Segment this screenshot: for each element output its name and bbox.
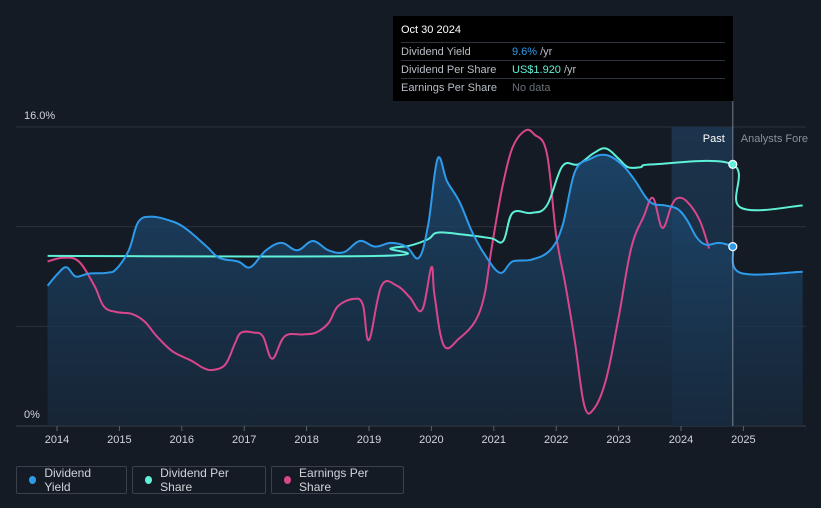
tooltip-label: Dividend Yield	[401, 45, 471, 58]
past-label: Past	[703, 133, 725, 145]
tooltip-label: Earnings Per Share	[401, 81, 497, 94]
x-tick-label: 2014	[45, 434, 69, 446]
dividend-per-share-marker	[728, 159, 738, 169]
tooltip-date: Oct 30 2024	[401, 24, 461, 36]
x-tick-label: 2015	[107, 434, 131, 446]
tooltip-unit: /yr	[540, 45, 553, 58]
legend-earnings-per-share[interactable]: Earnings Per Share	[271, 466, 404, 494]
y-tick-label-top: 16.0%	[24, 110, 55, 122]
tooltip-value: US$1.920	[512, 63, 561, 76]
x-tick-label: 2019	[357, 434, 381, 446]
x-axis: 2014 2015 2016 2017 2018 2019 2020 2021 2022 2023…	[45, 426, 756, 446]
legend-dividend-per-share[interactable]: Dividend Per Share	[132, 466, 266, 494]
tooltip-row-earnings-per-share: Earnings Per Share No data	[401, 78, 725, 96]
x-tick-label: 2016	[170, 434, 194, 446]
x-tick-label: 2023	[606, 434, 630, 446]
legend-dividend-yield[interactable]: Dividend Yield	[16, 466, 127, 494]
x-tick-label: 2018	[294, 434, 318, 446]
x-tick-label: 2024	[669, 434, 693, 446]
marker-layer	[728, 159, 738, 252]
legend-label: Dividend Per Share	[160, 466, 229, 494]
x-tick-label: 2021	[482, 434, 506, 446]
tooltip-label: Dividend Per Share	[401, 63, 497, 76]
y-tick-label-bottom: 0%	[24, 409, 40, 421]
tooltip-row-dividend-yield: Dividend Yield 9.6% /yr	[401, 42, 725, 60]
legend-label: Dividend Yield	[44, 466, 92, 494]
legend-dot-icon	[284, 476, 292, 484]
dividend-yield-marker	[728, 242, 738, 252]
analysts-forecast-label: Analysts Fore	[741, 133, 808, 145]
dividend-yield-area	[47, 154, 803, 426]
x-tick-label: 2020	[419, 434, 443, 446]
legend-dot-icon	[29, 476, 37, 484]
earnings-per-share-line	[47, 128, 711, 415]
dividend-yield-line	[46, 153, 803, 287]
tooltip-value: No data	[512, 81, 551, 94]
tooltip-unit: /yr	[563, 63, 577, 76]
legend-label: Earnings Per Share	[299, 466, 369, 494]
area-layer	[47, 154, 803, 426]
legend-dot-icon	[145, 476, 153, 484]
tooltip: Oct 30 2024 Dividend Yield 9.6% /yr Divi…	[393, 16, 733, 101]
line-layer	[46, 128, 803, 415]
tooltip-row-dividend-per-share: Dividend Per Share US$1.920 /yr	[401, 60, 725, 78]
tooltip-value: 9.6%	[512, 45, 538, 58]
x-tick-label: 2025	[731, 434, 755, 446]
x-tick-label: 2022	[544, 434, 568, 446]
x-tick-label: 2017	[232, 434, 256, 446]
dividend-per-share-line	[47, 147, 803, 258]
